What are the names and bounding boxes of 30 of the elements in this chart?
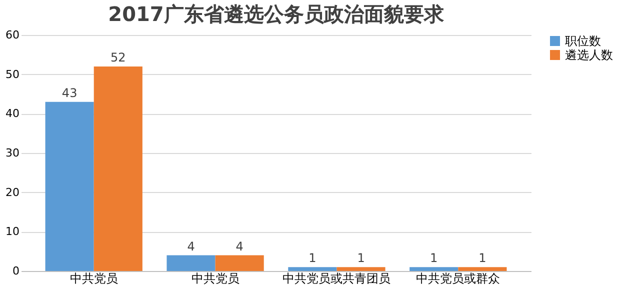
bar: [166, 255, 216, 271]
data-label: 1: [430, 251, 438, 266]
x-tick-label: 中共党员或群众: [416, 272, 500, 286]
y-tick-label: 20: [6, 186, 20, 199]
x-tick-label: 中共党员: [70, 272, 118, 286]
chart-title: 2017广东省遴选公务员政治面貌要求: [108, 2, 445, 26]
x-tick-label: 中共党员或共青团员: [282, 272, 391, 286]
data-label: 1: [357, 251, 365, 266]
y-tick-label: 10: [6, 225, 20, 238]
bar: [215, 255, 264, 271]
bar: [288, 267, 337, 271]
bar: [410, 267, 458, 271]
data-label: 4: [236, 239, 244, 254]
legend-label: 遴选人数: [565, 48, 613, 62]
data-label: 1: [308, 251, 316, 266]
bar: [45, 102, 94, 271]
bar: [458, 267, 507, 271]
x-tick-label: 中共党员: [191, 272, 240, 286]
data-label: 43: [62, 86, 78, 100]
bar: [94, 66, 142, 271]
y-tick-label: 0: [12, 264, 20, 278]
y-tick-label: 30: [6, 146, 20, 160]
y-tick-label: 50: [6, 68, 20, 81]
y-tick-label: 60: [6, 28, 20, 42]
data-label: 1: [478, 251, 486, 266]
data-label: 4: [187, 239, 195, 254]
data-label: 52: [110, 50, 126, 64]
bar: [336, 267, 386, 271]
legend-label: 职位数: [565, 34, 601, 48]
y-tick-label: 40: [6, 107, 20, 120]
